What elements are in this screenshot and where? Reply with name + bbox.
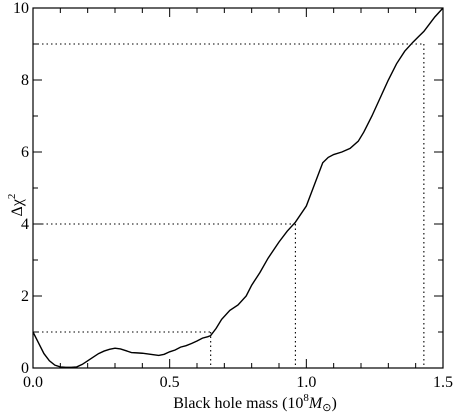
axis-ticks (32, 7, 444, 369)
x-tick-label: 0.0 (23, 374, 43, 391)
x-axis-label: Black hole mass (108M⊙) (173, 392, 337, 414)
y-tick-label: 6 (21, 144, 29, 161)
y-tick-label: 4 (21, 216, 29, 233)
y-tick-label: 8 (21, 72, 29, 89)
delta-chi2-curve (32, 7, 444, 368)
x-tick-label: 0.5 (160, 374, 180, 391)
y-tick-label: 0 (21, 360, 29, 377)
y-tick-label: 2 (21, 288, 29, 305)
y-axis-label: Δχ2 (6, 194, 26, 217)
x-tick-label: 1.5 (433, 374, 453, 391)
tick-labels: 0.0 0.5 1.0 1.5 0 2 4 6 8 10 (13, 0, 453, 391)
x-tick-label: 1.0 (296, 374, 316, 391)
plot-frame (32, 7, 444, 369)
reference-lines (33, 43, 425, 368)
y-tick-label: 10 (13, 0, 29, 17)
